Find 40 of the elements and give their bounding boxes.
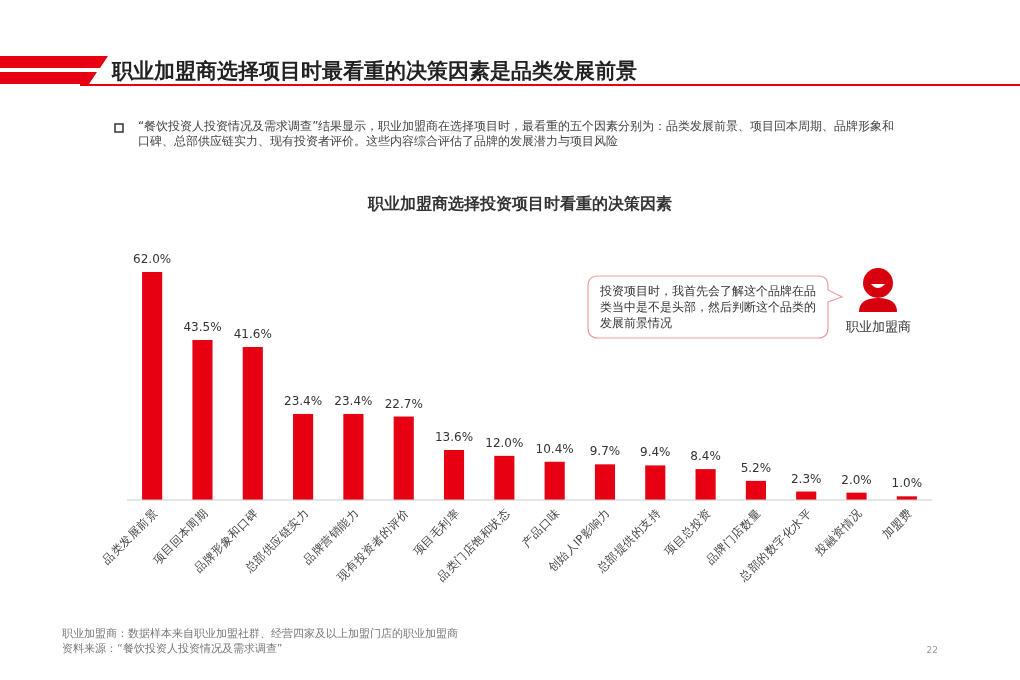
chart-subtitle: “餐饮投资人投资情况及需求调查”结果显示，职业加盟商在选择项目时，最看重的五个因素分别为：品类发展前景、项目回本周期、品牌形象和口碑、总部供应链实力、现有投资者评价。这些内容综合评估了品牌的发展潜力与项目风险 (138, 119, 896, 149)
data-label: 62.0% (133, 252, 172, 266)
bar (695, 469, 716, 500)
data-label: 2.0% (841, 472, 872, 487)
text: 22 (926, 645, 938, 655)
data-label: 8.4% (690, 449, 721, 464)
data-label: 23.4% (284, 393, 323, 408)
bar (142, 272, 163, 500)
bar (393, 416, 414, 500)
bar (343, 413, 364, 500)
bar (745, 480, 766, 500)
chart-title: 职业加盟商选择项目时最看重的决策因素是品类发展前景 (111, 59, 637, 83)
annotation: 职业加盟商 (845, 319, 911, 334)
bar (494, 455, 515, 500)
bar (443, 449, 465, 500)
bar (594, 464, 616, 500)
x-tick-label: 投融资情况 (811, 506, 865, 560)
annotation: 投资项目时，我首先会了解这个品牌在品类当中是不是头部，然后判断这个品类的发展前景情况 (600, 283, 817, 331)
text: 职业加盟商选择投资项目时看重的决策因素 (367, 194, 672, 213)
bar (544, 461, 565, 500)
data-label: 43.5% (183, 320, 222, 335)
data-label: 9.4% (640, 445, 671, 460)
bar (192, 340, 213, 500)
data-label: 22.7% (384, 396, 423, 411)
bar (293, 413, 314, 500)
x-tick-label: 加盟费 (879, 506, 915, 542)
x-tick-label: 产品口味 (518, 506, 563, 551)
bar (242, 347, 263, 500)
text: 资料来源：“餐饮投资人投资情况及需求调查” (62, 641, 283, 656)
data-label: 41.6% (233, 327, 272, 342)
data-label: 9.7% (589, 444, 621, 459)
data-label: 23.4% (334, 393, 373, 408)
data-label: 1.0% (891, 476, 923, 491)
data-label: 5.2% (740, 460, 772, 475)
data-label: 2.3% (790, 471, 822, 486)
data-label: 13.6% (434, 429, 474, 444)
text: 职业加盟商：数据样本来自职业加盟社群、经营四家及以上加盟门店的职业加盟商 (62, 626, 458, 641)
bar (645, 465, 666, 500)
data-label: 12.0% (485, 435, 524, 450)
data-label: 10.4% (535, 441, 574, 456)
